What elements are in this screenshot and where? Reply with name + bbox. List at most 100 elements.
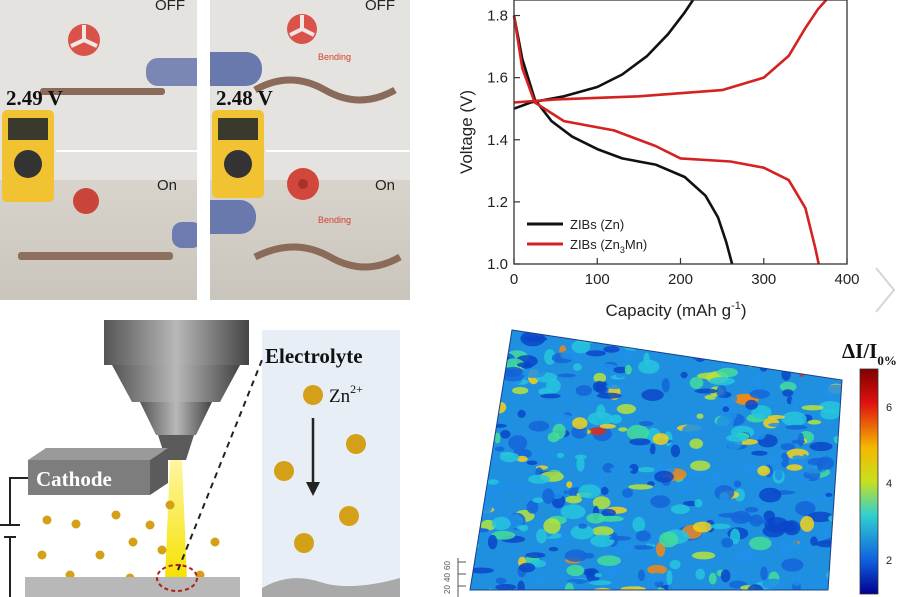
surface-blob xyxy=(801,414,813,422)
surface-blob xyxy=(791,439,806,444)
surface-blob xyxy=(720,569,731,583)
glove xyxy=(146,58,197,86)
zn-ions xyxy=(37,500,220,583)
surface-blob xyxy=(828,514,842,522)
surface-blob xyxy=(565,557,582,564)
fan-icon xyxy=(287,14,317,44)
zoom-line xyxy=(177,359,263,571)
surface-blob xyxy=(528,420,550,432)
surface-blob xyxy=(825,407,841,418)
surface-blob xyxy=(588,427,606,436)
surface-blob xyxy=(780,452,789,468)
surface-blob xyxy=(514,509,535,522)
surface-blob xyxy=(539,471,559,476)
surface-blob xyxy=(747,584,764,590)
surface-blob xyxy=(483,480,507,496)
surface-blob xyxy=(749,389,770,399)
multimeter xyxy=(212,110,264,198)
surface-blob xyxy=(470,524,479,530)
y-axis-label: Voltage (V) xyxy=(457,90,476,174)
surface-blob xyxy=(520,362,533,369)
surface-blob xyxy=(815,540,838,548)
surface-blob xyxy=(638,569,645,581)
surface-blob xyxy=(615,374,625,378)
voltage-reading: 2.49 V xyxy=(6,86,63,110)
surface-blob xyxy=(586,350,606,357)
surface-blob xyxy=(587,411,614,426)
next-chevron-icon[interactable] xyxy=(875,267,896,313)
surface-blob xyxy=(646,535,661,545)
surface-blob xyxy=(645,543,656,548)
surface-blob xyxy=(764,517,789,533)
surface-blob xyxy=(570,525,594,540)
surface-blob xyxy=(560,504,586,520)
surface-blob xyxy=(485,333,509,349)
surface-blob xyxy=(556,530,568,542)
photo-flexible-battery-bent: OFF Bending 2.48 V On Bending xyxy=(210,0,410,300)
legend-label-zn3mn: ZIBs (Zn3Mn) xyxy=(570,237,647,255)
surface-blob xyxy=(518,346,537,355)
surface-blob xyxy=(481,502,508,511)
surface-blob xyxy=(667,583,676,590)
surface-blob xyxy=(674,480,699,495)
surface-blob xyxy=(475,451,498,465)
surface-blob xyxy=(763,510,775,522)
surface-blob xyxy=(498,354,505,368)
surface-blob xyxy=(550,501,561,512)
surface-blob xyxy=(734,488,745,502)
surface-blob xyxy=(726,442,748,450)
surface-blob xyxy=(834,468,842,483)
surface-blob xyxy=(781,330,795,339)
y-tick-label: 1.4 xyxy=(487,132,508,149)
surface-blob xyxy=(559,490,569,495)
surface-blob xyxy=(568,487,585,498)
surface-blob xyxy=(578,484,601,499)
surface-blob xyxy=(665,336,681,343)
surface-blob xyxy=(634,345,645,353)
surface-blob xyxy=(592,363,619,374)
surface-blob xyxy=(503,358,524,370)
surface-blob xyxy=(744,507,759,513)
surface-blob xyxy=(730,528,741,545)
surface-blob xyxy=(755,519,767,524)
surface-blob xyxy=(821,346,835,352)
surface-blob xyxy=(494,432,501,444)
surface-blob xyxy=(566,578,589,585)
x-tick-label: 0 xyxy=(510,271,518,288)
surface-blob xyxy=(762,578,786,590)
surface-blob xyxy=(499,452,515,457)
surface-blob xyxy=(757,465,771,476)
surface-blob xyxy=(752,498,762,505)
voltage-reading: 2.48 V xyxy=(216,86,273,110)
surface-blob xyxy=(522,368,546,378)
surface-blob xyxy=(807,511,834,523)
surface-blob xyxy=(550,407,560,413)
surface-blob xyxy=(587,330,596,346)
surface-blob xyxy=(514,364,523,374)
x-tick-label: 200 xyxy=(668,271,693,288)
surface-blob xyxy=(758,358,769,372)
surface-blob xyxy=(794,540,808,554)
cathode-label: Cathode xyxy=(36,467,112,491)
surface-blob xyxy=(735,347,757,361)
colorbar-tick: 2 xyxy=(886,555,892,567)
surface-blob xyxy=(694,352,706,363)
surface-blob xyxy=(470,392,484,405)
objective-lens xyxy=(104,320,249,460)
surface-blob xyxy=(557,373,576,378)
surface-blob xyxy=(628,484,653,490)
surface-blob xyxy=(797,432,805,447)
surface-blob xyxy=(680,340,701,356)
surface-blob xyxy=(514,486,533,491)
surface-blob xyxy=(800,446,811,458)
surface-blob xyxy=(564,549,588,562)
surface-blob xyxy=(664,431,673,447)
surface-blob xyxy=(714,415,731,427)
surface-blob xyxy=(538,387,553,396)
surface-blob xyxy=(656,331,670,338)
surface-blob xyxy=(512,448,532,459)
surface-blob xyxy=(544,330,564,331)
surface-blob xyxy=(735,548,759,563)
surface-blob xyxy=(660,584,673,590)
surface-blob xyxy=(825,492,833,497)
